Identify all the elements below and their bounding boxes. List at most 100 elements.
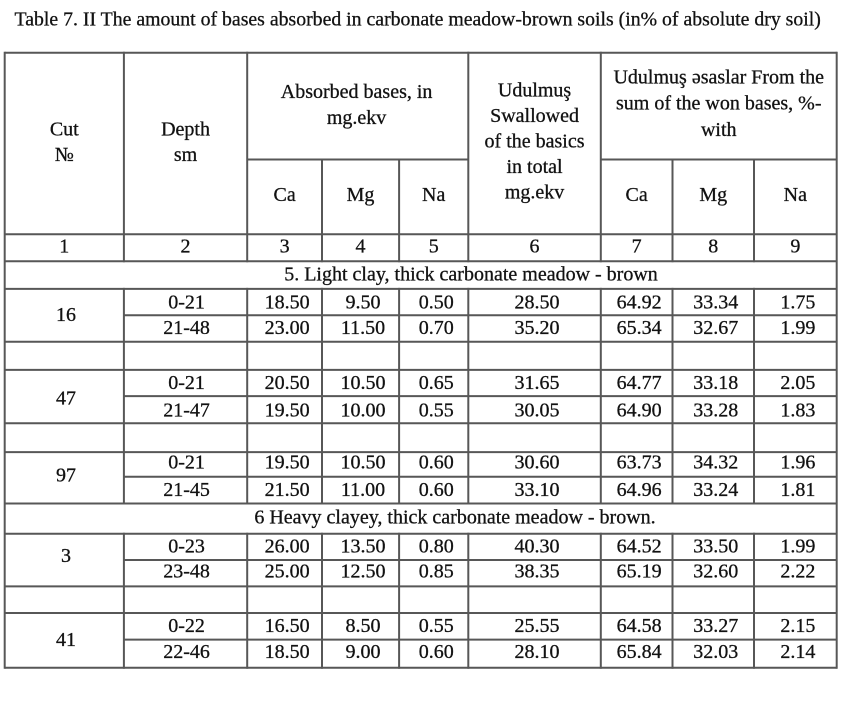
svg-text:mg.ekv: mg.ekv [505,182,564,204]
svg-text:0-21: 0-21 [168,452,205,474]
svg-text:6 Heavy clayey, thick carbonat: 6 Heavy clayey, thick carbonate meadow -… [254,507,655,529]
svg-text:Na: Na [422,184,445,206]
svg-text:5: 5 [429,235,439,257]
svg-text:3: 3 [280,235,290,257]
svg-text:21-45: 21-45 [163,479,210,501]
svg-text:11.50: 11.50 [341,317,385,339]
svg-text:33.24: 33.24 [693,479,738,501]
svg-text:21-47: 21-47 [163,400,210,422]
svg-text:2.15: 2.15 [780,615,815,637]
svg-text:8: 8 [708,235,718,257]
svg-text:20.50: 20.50 [265,372,310,394]
svg-text:Ca: Ca [626,184,648,206]
svg-text:of the basics: of the basics [485,131,585,153]
svg-text:2.14: 2.14 [780,641,815,663]
svg-text:21-48: 21-48 [163,317,210,339]
svg-text:18.50: 18.50 [265,292,310,314]
svg-text:0-23: 0-23 [168,535,205,557]
svg-text:26.00: 26.00 [265,535,310,557]
svg-text:Mg: Mg [699,184,727,206]
svg-text:0.80: 0.80 [419,535,454,557]
svg-text:40.30: 40.30 [515,535,560,557]
svg-text:64.58: 64.58 [617,615,662,637]
svg-text:Table 7. II The amount of base: Table 7. II The amount of bases absorbed… [15,9,821,31]
svg-text:1.99: 1.99 [780,317,815,339]
svg-text:32.60: 32.60 [693,560,738,582]
svg-text:64.90: 64.90 [617,400,662,422]
svg-text:33.10: 33.10 [515,479,560,501]
svg-text:sum of the won bases, %-: sum of the won bases, %- [616,93,822,115]
svg-text:4: 4 [356,235,366,257]
svg-text:97: 97 [56,465,76,487]
svg-text:0.60: 0.60 [419,641,454,663]
svg-text:in total: in total [506,156,563,178]
svg-text:0-21: 0-21 [168,292,205,314]
svg-text:Swallowed: Swallowed [490,105,579,127]
svg-text:23.00: 23.00 [265,317,310,339]
svg-text:0.60: 0.60 [419,452,454,474]
svg-text:№: № [55,144,74,166]
svg-text:Absorbed bases, in: Absorbed bases, in [281,81,433,103]
svg-text:30.60: 30.60 [515,452,560,474]
svg-text:19.50: 19.50 [265,400,310,422]
svg-text:Ca: Ca [273,184,295,206]
svg-text:21.50: 21.50 [265,479,310,501]
svg-text:mg.ekv: mg.ekv [327,107,386,129]
svg-text:Na: Na [784,184,807,206]
svg-text:34.32: 34.32 [693,452,738,474]
svg-text:25.55: 25.55 [515,615,560,637]
svg-text:0.60: 0.60 [419,479,454,501]
svg-text:64.52: 64.52 [617,535,662,557]
svg-text:63.73: 63.73 [617,452,662,474]
svg-text:0.55: 0.55 [419,400,454,422]
svg-text:0.70: 0.70 [419,317,454,339]
svg-text:8.50: 8.50 [346,615,381,637]
svg-text:23-48: 23-48 [163,560,210,582]
svg-text:28.10: 28.10 [515,641,560,663]
svg-text:1.81: 1.81 [780,479,815,501]
svg-text:12.50: 12.50 [341,560,386,582]
svg-text:33.27: 33.27 [693,615,738,637]
svg-text:64.96: 64.96 [617,479,662,501]
svg-text:with: with [701,119,737,141]
svg-text:10.50: 10.50 [341,372,386,394]
svg-text:31.65: 31.65 [515,372,560,394]
svg-text:Depth: Depth [161,118,210,140]
svg-text:33.28: 33.28 [693,400,738,422]
svg-text:10.00: 10.00 [341,400,386,422]
svg-text:2.22: 2.22 [780,560,815,582]
svg-text:0.55: 0.55 [419,615,454,637]
svg-text:32.67: 32.67 [693,317,738,339]
svg-text:19.50: 19.50 [265,452,310,474]
svg-text:9.00: 9.00 [346,641,381,663]
svg-text:16.50: 16.50 [265,615,310,637]
svg-text:0.85: 0.85 [419,560,454,582]
svg-text:11.00: 11.00 [341,479,385,501]
svg-text:7: 7 [632,235,642,257]
svg-text:2: 2 [181,235,191,257]
svg-text:22-46: 22-46 [163,641,210,663]
svg-text:35.20: 35.20 [515,317,560,339]
svg-text:Cut: Cut [50,118,79,140]
svg-text:0.65: 0.65 [419,372,454,394]
svg-text:65.34: 65.34 [617,317,662,339]
svg-text:0.50: 0.50 [419,292,454,314]
svg-text:1.83: 1.83 [780,400,815,422]
svg-text:Mg: Mg [347,184,375,206]
svg-text:5. Light clay, thick carbonate: 5. Light clay, thick carbonate meadow - … [284,263,658,285]
svg-text:41: 41 [56,629,76,651]
svg-text:9.50: 9.50 [346,292,381,314]
svg-text:47: 47 [56,388,76,410]
svg-text:33.50: 33.50 [693,535,738,557]
svg-text:10.50: 10.50 [341,452,386,474]
svg-text:1: 1 [59,235,69,257]
svg-text:64.77: 64.77 [617,372,662,394]
svg-text:64.92: 64.92 [617,292,662,314]
svg-text:0-21: 0-21 [168,372,205,394]
svg-text:sm: sm [174,144,198,166]
svg-text:3: 3 [61,545,71,567]
svg-text:2.05: 2.05 [780,372,815,394]
svg-text:1.75: 1.75 [780,292,815,314]
svg-text:1.96: 1.96 [780,452,815,474]
svg-text:33.34: 33.34 [693,292,738,314]
